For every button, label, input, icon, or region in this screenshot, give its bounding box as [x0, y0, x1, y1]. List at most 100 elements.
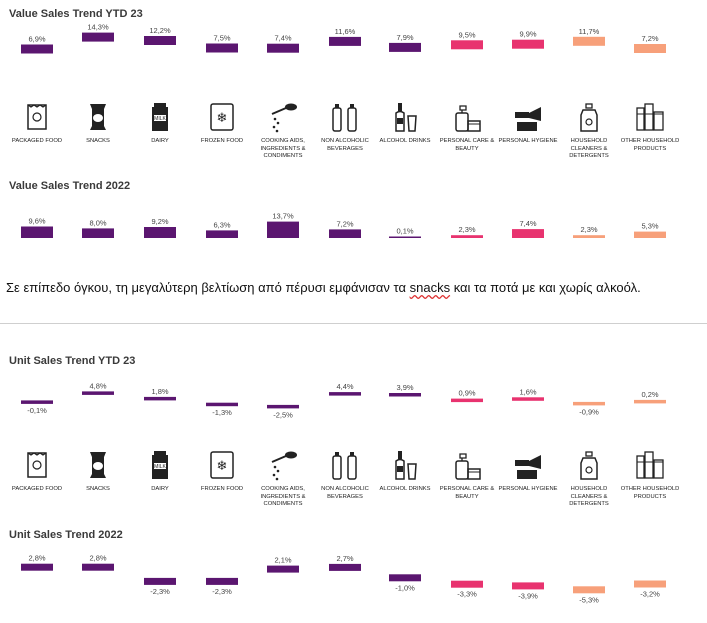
- category-label: SNACKS: [86, 486, 110, 492]
- data-label-1-7: 2,3%: [458, 225, 475, 234]
- data-label-2-6: 3,9%: [396, 383, 413, 392]
- data-label-1-4: 13,7%: [272, 212, 294, 221]
- data-label-0-7: 9,5%: [458, 30, 475, 39]
- bar-0-10: [634, 44, 666, 53]
- data-label-3-6: -1,0%: [395, 583, 415, 592]
- bar-0-5: [329, 36, 361, 46]
- category-1-5: NON ALCOHOLIC BEVERAGES: [312, 448, 378, 501]
- data-label-0-0: 6,9%: [28, 35, 45, 44]
- category-0-8: PERSONAL HYGIENE: [495, 100, 561, 146]
- bar-2-3: [206, 402, 238, 407]
- personal-hygiene-icon: [515, 107, 541, 131]
- bar-1-7: [451, 235, 483, 238]
- category-0-9: HOUSEHOLD CLEANERS & DETERGENTS: [556, 100, 622, 161]
- bar-3-8: [512, 582, 544, 590]
- personal-care-icon: [455, 453, 481, 480]
- household-cleaners-icon: [580, 451, 598, 480]
- data-label-2-2: 1,8%: [151, 387, 168, 396]
- bar-2-1: [82, 391, 114, 395]
- category-1-7: PERSONAL CARE & BEAUTY: [434, 448, 500, 501]
- bar-1-9: [573, 235, 605, 238]
- category-0-1: SNACKS: [65, 100, 131, 146]
- category-1-1: SNACKS: [65, 448, 131, 494]
- category-0-10: OTHER HOUSEHOLD PRODUCTS: [617, 100, 683, 153]
- data-label-2-4: -2,5%: [273, 410, 293, 419]
- category-0-5: NON ALCOHOLIC BEVERAGES: [312, 100, 378, 153]
- category-1-4: COOKING AIDS, INGREDIENTS & CONDIMENTS: [250, 448, 316, 509]
- snacks-icon: [90, 104, 106, 130]
- data-label-0-5: 11,6%: [335, 27, 356, 36]
- category-label: PACKAGED FOOD: [11, 138, 63, 144]
- data-label-3-2: -2,3%: [150, 587, 170, 596]
- bar-0-8: [512, 39, 544, 49]
- cooking-aids-icon: [271, 451, 297, 481]
- category-label: COOKING AIDS, INGREDIENTS & CONDIMENTS: [260, 138, 306, 159]
- snacks-icon: [90, 452, 106, 478]
- category-label: ALCOHOL DRINKS: [379, 138, 431, 144]
- chart-title-unit-2022: Unit Sales Trend 2022: [9, 529, 123, 541]
- category-1-6: ALCOHOL DRINKS: [372, 448, 438, 494]
- chart-title-value-2022: Value Sales Trend 2022: [9, 180, 131, 192]
- frozen-food-icon: ❄: [210, 451, 234, 479]
- category-0-4: COOKING AIDS, INGREDIENTS & CONDIMENTS: [250, 100, 316, 161]
- bar-2-9: [573, 401, 605, 406]
- data-label-0-2: 12,2%: [149, 26, 171, 35]
- bar-2-8: [512, 397, 544, 401]
- data-label-2-8: 1,6%: [519, 387, 536, 396]
- bar-0-3: [206, 43, 238, 53]
- category-label: HOUSEHOLD CLEANERS & DETERGENTS: [569, 138, 609, 159]
- category-label: PACKAGED FOOD: [11, 486, 63, 492]
- data-label-2-7: 0,9%: [458, 389, 475, 398]
- category-label: OTHER HOUSEHOLD PRODUCTS: [620, 138, 680, 152]
- data-label-1-3: 6,3%: [213, 220, 230, 229]
- data-label-3-5: 2,7%: [336, 554, 353, 563]
- value-sales-ytd23-chart: 6,9% 14,3% 12,2% 7,5% 7,4% 11,6% 7,9% 9,5% 9,9% 1…: [21, 23, 666, 54]
- commentary-highlight: snacks: [409, 280, 451, 295]
- data-label-2-0: -0,1%: [27, 406, 47, 415]
- bar-1-5: [329, 229, 361, 238]
- section-divider: [0, 323, 707, 324]
- chart-title-value-ytd23: Value Sales Trend YTD 23: [9, 8, 143, 20]
- category-0-2: MILK DAIRY: [127, 100, 193, 146]
- data-label-1-10: 5,3%: [641, 222, 658, 231]
- category-1-3: ❄ FROZEN FOOD: [189, 448, 255, 494]
- data-label-3-4: 2,1%: [274, 556, 291, 565]
- data-label-2-9: -0,9%: [579, 407, 599, 416]
- category-label: PERSONAL HYGIENE: [498, 138, 558, 144]
- data-label-3-3: -2,3%: [212, 587, 232, 596]
- category-1-10: OTHER HOUSEHOLD PRODUCTS: [617, 448, 683, 501]
- category-label: DAIRY: [151, 486, 169, 492]
- data-label-0-1: 14,3%: [87, 23, 109, 32]
- svg-text:❄: ❄: [217, 111, 228, 126]
- bar-2-4: [267, 404, 299, 409]
- data-label-3-0: 2,8%: [28, 554, 45, 563]
- personal-hygiene-icon: [515, 455, 541, 479]
- category-0-7: PERSONAL CARE & BEAUTY: [434, 100, 500, 153]
- data-label-2-5: 4,4%: [336, 382, 353, 391]
- bar-2-6: [389, 393, 421, 397]
- bar-3-9: [573, 586, 605, 594]
- bar-2-7: [451, 398, 483, 403]
- bar-0-9: [573, 36, 605, 46]
- category-label: COOKING AIDS, INGREDIENTS & CONDIMENTS: [260, 486, 306, 507]
- bar-2-10: [634, 399, 666, 404]
- data-label-1-1: 8,0%: [89, 218, 106, 227]
- category-label: NON ALCOHOLIC BEVERAGES: [321, 138, 369, 152]
- alcohol-drinks-icon: [395, 451, 417, 480]
- category-1-8: PERSONAL HYGIENE: [495, 448, 561, 494]
- category-label: HOUSEHOLD CLEANERS & DETERGENTS: [569, 486, 609, 507]
- bar-1-3: [206, 230, 238, 238]
- bar-2-0: [21, 400, 53, 404]
- packaged-food-icon: [27, 452, 47, 478]
- frozen-food-icon: ❄: [210, 103, 234, 131]
- category-1-0: PACKAGED FOOD: [4, 448, 70, 494]
- category-label: PERSONAL CARE & BEAUTY: [439, 138, 495, 152]
- bar-2-2: [144, 396, 176, 401]
- packaged-food-icon: [27, 104, 47, 130]
- bar-3-0: [21, 563, 53, 571]
- bar-1-4: [267, 221, 299, 238]
- value-sales-2022-chart: 9,6% 8,0% 9,2% 6,3% 13,7% 7,2% 0,1% 2,3% 7,4% 2,3…: [21, 212, 666, 238]
- alcohol-drinks-icon: [395, 103, 417, 132]
- data-label-0-10: 7,2%: [641, 34, 658, 43]
- bar-3-7: [451, 580, 483, 588]
